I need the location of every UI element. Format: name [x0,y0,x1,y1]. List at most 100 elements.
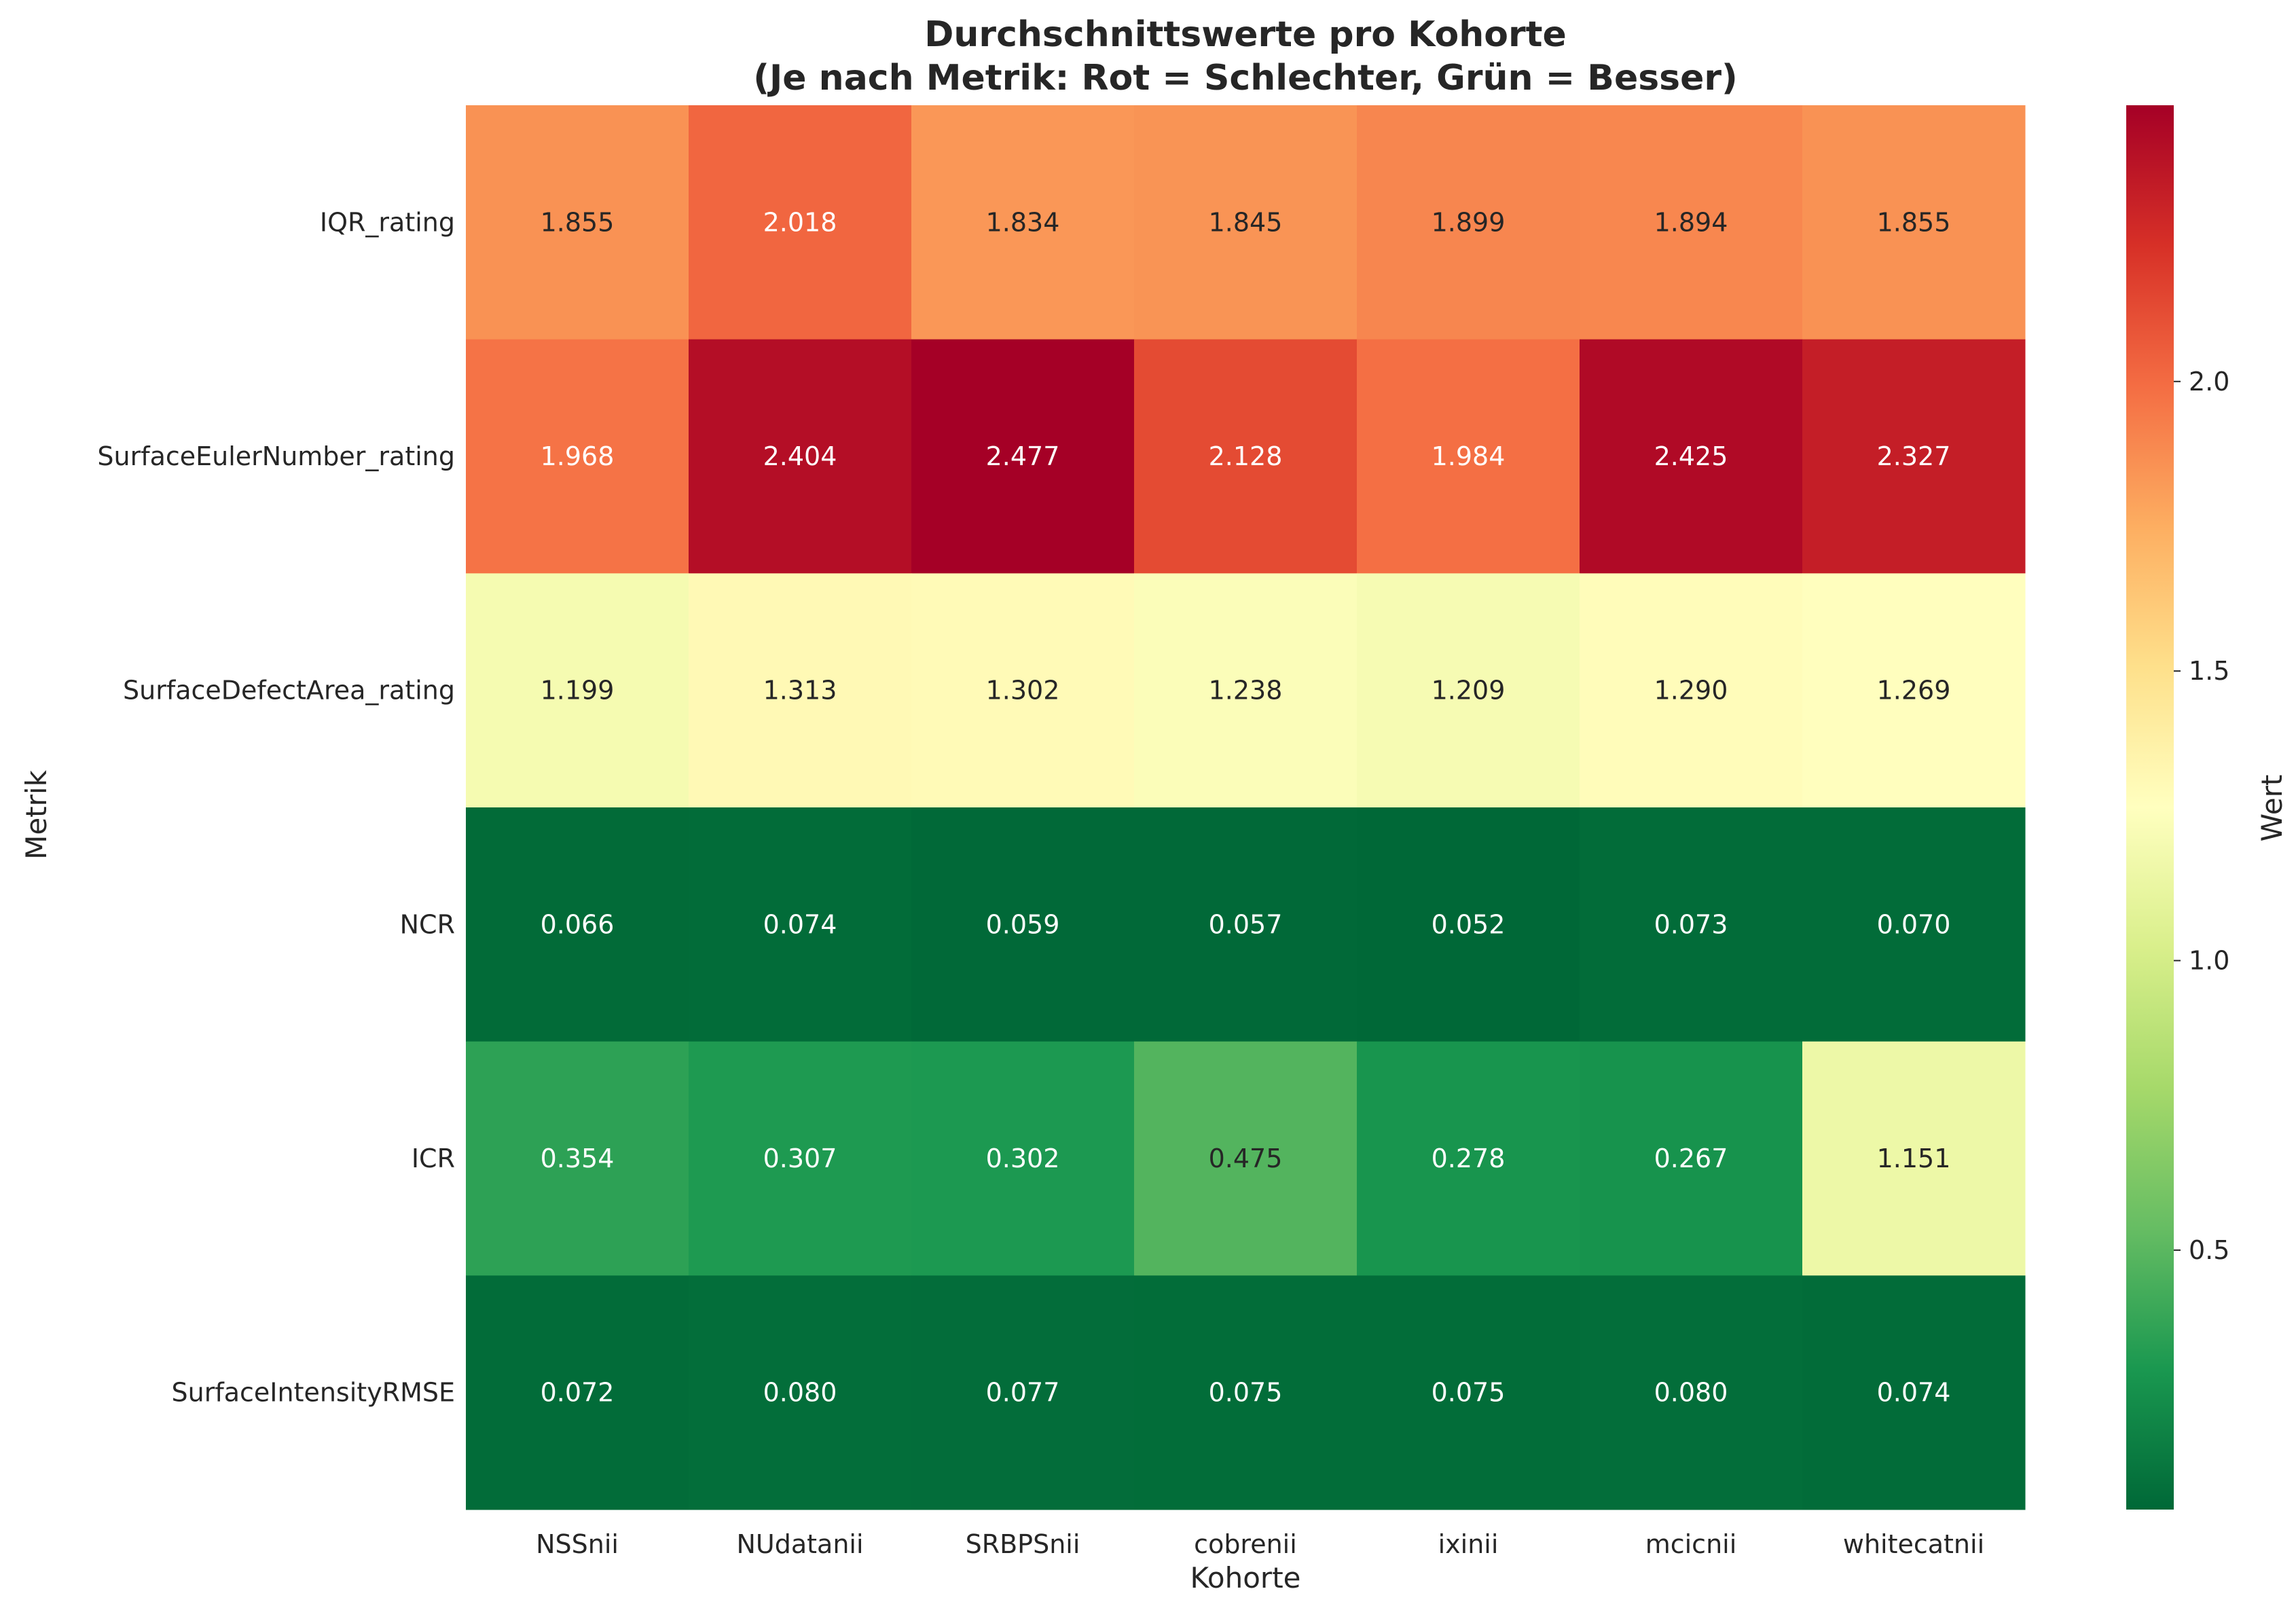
heatmap-cell [911,807,1135,1042]
heatmap-cell [1802,1041,2026,1276]
cell-value-label: 0.074 [763,909,837,939]
y-tick-label: SurfaceDefectArea_rating [123,676,455,706]
cell-value-label: 1.845 [1209,207,1283,237]
cell-value-label: 0.074 [1877,1378,1951,1408]
heatmap-cell [911,1275,1135,1510]
chart-title-line2: (Je nach Metrik: Rot = Schlechter, Grün … [753,58,1738,98]
heatmap-cell [689,807,912,1042]
cell-value-label: 2.477 [986,441,1060,471]
heatmap-cell [1134,1275,1357,1510]
heatmap-cell [1580,807,1803,1042]
heatmap-cell [466,1275,689,1510]
y-tick-label: IQR_rating [320,207,455,237]
cell-value-label: 0.302 [986,1144,1060,1173]
cell-value-label: 2.128 [1209,441,1283,471]
heatmap-cell [911,339,1135,574]
heatmap-cell [1134,1041,1357,1276]
cell-value-label: 1.209 [1432,676,1506,706]
heatmap-cells [466,105,2026,1510]
heatmap-cell [1357,105,1580,340]
cell-value-label: 2.404 [763,441,837,471]
heatmap-cell [1580,339,1803,574]
cell-value-label: 1.238 [1209,676,1283,706]
y-tick-label: NCR [400,909,455,939]
heatmap-cell [466,105,689,340]
colorbar-label: Wert [2255,775,2289,842]
heatmap-cell [1357,1041,1580,1276]
heatmap-cell [689,105,912,340]
heatmap-cell [689,1041,912,1276]
cell-value-label: 1.290 [1654,676,1728,706]
x-tick-label: mcicnii [1645,1529,1737,1559]
cell-value-label: 0.066 [541,909,615,939]
heatmap-cell [1802,573,2026,808]
x-axis-label: Kohorte [1190,1561,1300,1594]
cell-value-label: 1.151 [1877,1144,1951,1173]
heatmap-cell [1580,1041,1803,1276]
y-tick-label: SurfaceIntensityRMSE [172,1378,455,1408]
y-tick-label: ICR [412,1144,455,1173]
y-tick-labels: IQR_rating SurfaceEulerNumber_rating Surfa… [97,207,455,1407]
cell-value-label: 1.269 [1877,676,1951,706]
cell-value-label: 1.984 [1432,441,1506,471]
x-tick-label: whitecatnii [1843,1529,1984,1559]
cell-value-label: 0.077 [986,1378,1060,1408]
heatmap-cell [689,573,912,808]
heatmap-cell [689,1275,912,1510]
cell-value-label: 0.278 [1432,1144,1506,1173]
heatmap-cell [1802,807,2026,1042]
heatmap-cell [1134,339,1357,574]
heatmap-cell [1134,807,1357,1042]
cell-value-label: 1.899 [1432,207,1506,237]
heatmap-cell [911,105,1135,340]
heatmap-cell [911,1041,1135,1276]
cell-value-label: 1.968 [541,441,615,471]
x-tick-labels: NSSnii NUdatanii SRBPSnii cobrenii ixinii mci… [536,1529,1984,1559]
heatmap-cell [1580,573,1803,808]
cell-value-label: 2.425 [1654,441,1728,471]
cell-value-label: 1.302 [986,676,1060,706]
colorbar-tick-label: 1.0 [2189,946,2229,976]
heatmap-cell [1802,339,2026,574]
cell-value-label: 0.057 [1209,909,1283,939]
cell-value-label: 0.267 [1654,1144,1728,1173]
cell-value-label: 0.080 [763,1378,837,1408]
cell-value-label: 1.855 [541,207,615,237]
cell-value-label: 1.313 [763,676,837,706]
cell-value-label: 2.018 [763,207,837,237]
heatmap-cell [466,807,689,1042]
cell-value-label: 0.475 [1209,1144,1283,1173]
x-tick-label: NSSnii [536,1529,619,1559]
cell-value-label: 1.894 [1654,207,1728,237]
heatmap-cell [1134,573,1357,808]
cell-value-label: 0.080 [1654,1378,1728,1408]
heatmap-cell-labels: 1.855 2.018 1.834 1.845 1.899 1.894 1.855 1.968… [541,207,1951,1407]
colorbar-tick-label: 0.5 [2189,1235,2229,1265]
heatmap-cell [1580,1275,1803,1510]
y-axis-label: Metrik [20,769,53,859]
heatmap-cell [466,339,689,574]
x-tick-label: ixinii [1438,1529,1499,1559]
heatmap-cell [1357,807,1580,1042]
cell-value-label: 0.354 [541,1144,615,1173]
heatmap-cell [1357,573,1580,808]
colorbar-ticks: 0.5 1.0 1.5 2.0 [2174,367,2229,1265]
cell-value-label: 0.072 [541,1378,615,1408]
x-tick-label: SRBPSnii [966,1529,1080,1559]
heatmap-cell [466,573,689,808]
heatmap-cell [466,1041,689,1276]
cell-value-label: 0.073 [1654,909,1728,939]
x-tick-label: NUdatanii [736,1529,863,1559]
colorbar [2126,105,2174,1510]
heatmap-cell [689,339,912,574]
cell-value-label: 0.070 [1877,909,1951,939]
cell-value-label: 1.834 [986,207,1060,237]
heatmap-cell [1357,1275,1580,1510]
cell-value-label: 0.059 [986,909,1060,939]
cell-value-label: 0.075 [1209,1378,1283,1408]
chart-title-line1: Durchschnittswerte pro Kohorte [924,14,1566,55]
cell-value-label: 0.052 [1432,909,1506,939]
heatmap-cell [1357,339,1580,574]
cell-value-label: 2.327 [1877,441,1951,471]
